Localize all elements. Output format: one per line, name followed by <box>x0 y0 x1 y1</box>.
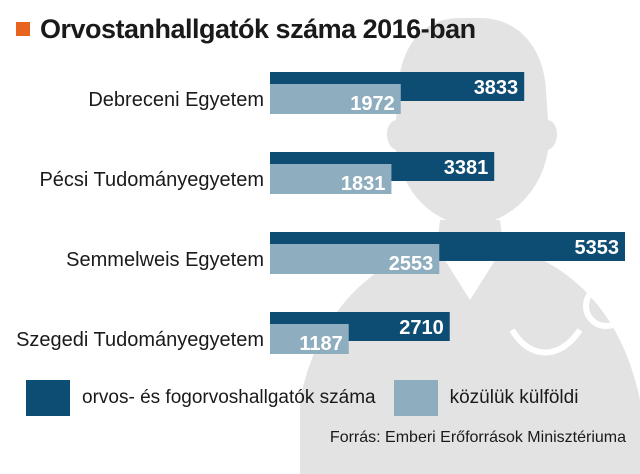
value-label-total: 2710 <box>399 317 444 339</box>
value-label-foreign: 1187 <box>299 333 342 355</box>
title-row: Orvostanhallgatók száma 2016-ban <box>16 12 476 46</box>
value-label-foreign: 2553 <box>389 253 434 275</box>
legend-label-foreign: közülük külföldi <box>449 387 579 408</box>
chart-title: Orvostanhallgatók száma 2016-ban <box>40 13 476 44</box>
legend-swatch-foreign <box>393 380 438 416</box>
category-label: Debreceni Egyetem <box>88 89 264 111</box>
value-label-total: 3833 <box>474 77 519 99</box>
source-note: Forrás: Emberi Erőforrások Minisztériuma <box>329 429 626 446</box>
value-label-total: 3381 <box>444 157 489 179</box>
value-label-foreign: 1972 <box>350 93 395 115</box>
bar-foreign <box>270 324 349 354</box>
legend: orvos- és fogorvoshallgatók száma közülü… <box>26 375 596 421</box>
value-label-foreign: 1831 <box>341 173 386 195</box>
bar-foreign <box>270 164 392 194</box>
title-marker <box>16 22 30 36</box>
legend-swatch-total <box>26 380 70 416</box>
value-label-total: 5353 <box>575 237 620 259</box>
category-label: Pécsi Tudományegyetem <box>39 169 264 191</box>
bar-foreign <box>270 244 440 274</box>
category-label: Semmelweis Egyetem <box>66 249 264 271</box>
bar-foreign <box>270 84 401 114</box>
legend-label-total: orvos- és fogorvoshallgatók száma <box>82 387 376 408</box>
category-label: Szegedi Tudományegyetem <box>16 329 264 351</box>
